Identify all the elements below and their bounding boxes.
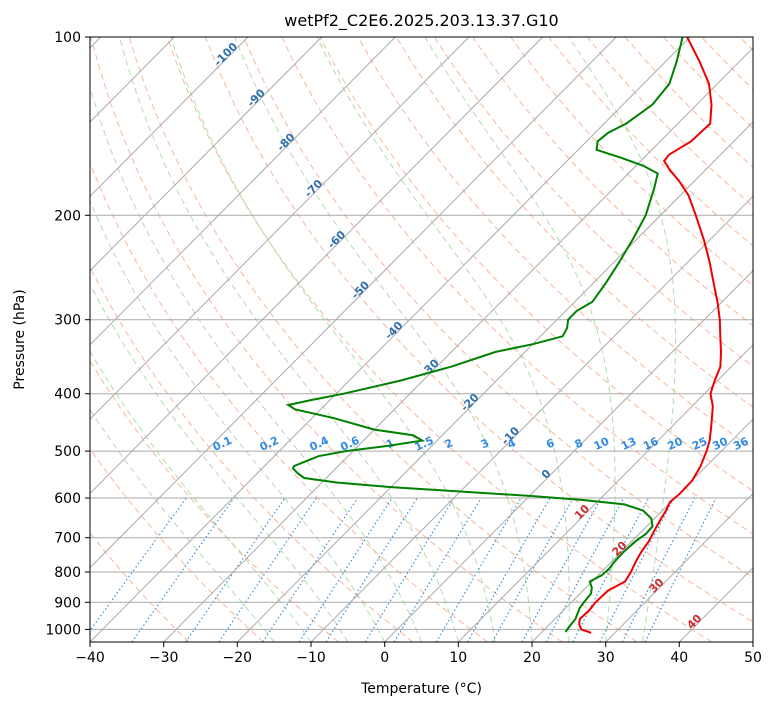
- mixing-ratio-label: 30: [711, 435, 731, 453]
- y-tick-label: 300: [54, 313, 81, 329]
- isotherm-label: -80: [274, 130, 297, 154]
- moist-adiabat-line: [317, 37, 569, 642]
- mixing-ratio-line: [600, 498, 674, 642]
- mixing-ratio-line: [132, 498, 234, 642]
- dry-adiabat-line: [129, 37, 637, 642]
- mixing-ratio-line: [394, 498, 481, 642]
- isotherm-line: [237, 37, 775, 642]
- moist-adiabat-line: [0, 37, 311, 642]
- plot-frame: [90, 37, 753, 642]
- dry-adiabat-line: [663, 37, 775, 642]
- temperature-series-line: [579, 37, 721, 633]
- isotherm-line: [0, 37, 248, 642]
- isotherm-label: 30: [647, 575, 667, 595]
- moist-adiabat-line: [0, 37, 274, 642]
- x-tick-label: 20: [523, 650, 541, 666]
- dry-adiabat-line: [53, 37, 488, 642]
- y-tick-label: 900: [54, 595, 81, 611]
- isotherm-line: [385, 37, 775, 642]
- x-tick-label: 50: [744, 650, 762, 666]
- x-tick-label: 40: [670, 650, 688, 666]
- isotherm-line: [16, 37, 616, 642]
- y-tick-label: 1000: [45, 622, 81, 638]
- y-tick-label: 500: [54, 444, 81, 460]
- chart-title: wetPf2_C2E6.2025.203.13.37.G10: [284, 11, 558, 31]
- isotherm-line: [679, 37, 775, 642]
- mixing-ratio-line: [622, 498, 694, 642]
- isotherm-line: [532, 37, 775, 642]
- x-tick-label: −30: [149, 650, 179, 666]
- moist-adiabat-lines: [0, 37, 675, 642]
- x-tick-label: 30: [597, 650, 615, 666]
- mixing-ratio-line: [645, 498, 716, 642]
- isotherm-label: -100: [212, 40, 241, 69]
- mixing-ratio-label: 2: [443, 436, 455, 451]
- mixing-ratio-line: [365, 498, 454, 642]
- mixing-ratio-line: [219, 498, 316, 642]
- isotherm-line: [164, 37, 764, 642]
- y-axis: 100 200 300 400 500 600 700 800 900 1000: [45, 30, 90, 638]
- isotherm-label: -90: [245, 86, 268, 110]
- plot-area: -100-90-80-70-60-50-40-30-20-10010203040…: [0, 37, 775, 642]
- y-axis-label: Pressure (hPa): [12, 289, 28, 389]
- x-tick-label: 0: [380, 650, 389, 666]
- y-tick-label: 800: [54, 565, 81, 581]
- x-tick-label: −40: [75, 650, 105, 666]
- dry-adiabat-line: [15, 37, 413, 642]
- dry-adiabat-line: [0, 37, 264, 642]
- x-tick-label: −10: [296, 650, 326, 666]
- mixing-ratio-label: 16: [641, 435, 661, 453]
- mixing-ratio-label: 36: [731, 435, 751, 453]
- dry-adiabat-line: [0, 37, 189, 642]
- y-tick-label: 100: [54, 30, 81, 46]
- isotherm-label: -70: [302, 177, 325, 201]
- y-tick-label: 700: [54, 531, 81, 547]
- isotherm-line: [0, 37, 469, 642]
- mixing-ratio-label: 13: [619, 435, 638, 453]
- x-axis-label: Temperature (°C): [360, 681, 482, 697]
- x-tick-label: −20: [223, 650, 253, 666]
- y-tick-label: 400: [54, 387, 81, 403]
- isotherm-label: -30: [419, 356, 442, 380]
- mixing-ratio-label: 10: [592, 435, 612, 453]
- isotherm-line: [606, 37, 775, 642]
- moist-adiabat-line: [42, 37, 385, 642]
- mixing-ratio-lines: [82, 498, 716, 642]
- y-tick-label: 600: [54, 491, 81, 507]
- moist-adiabat-line: [120, 37, 459, 642]
- mixing-ratio-line: [82, 498, 187, 642]
- isotherm-label: -40: [382, 319, 405, 343]
- isotherm-line: [0, 37, 395, 642]
- isotherm-line: [0, 37, 322, 642]
- mixing-ratio-label: 8: [573, 436, 585, 451]
- mixing-ratio-label: 20: [665, 435, 685, 453]
- isotherm-label: -50: [349, 278, 372, 302]
- x-tick-label: 10: [449, 650, 467, 666]
- isotherm-label: 40: [684, 611, 704, 631]
- dry-adiabat-line: [549, 37, 775, 642]
- moist-adiabat-line: [425, 37, 615, 642]
- dry-adiabat-line: [434, 37, 775, 642]
- isotherm-label: -60: [325, 228, 348, 252]
- y-tick-label: 200: [54, 208, 81, 224]
- dry-adiabat-line: [282, 37, 775, 642]
- x-axis: −40 −30 −20 −10 0 10 20 30 40 50: [75, 642, 762, 666]
- isotherm-line: [0, 37, 543, 642]
- mixing-ratio-line: [263, 498, 358, 642]
- dry-adiabat-line: [740, 37, 775, 642]
- isotherm-line: [753, 37, 775, 642]
- dry-adiabat-line: [167, 37, 711, 642]
- mixing-ratio-line: [492, 498, 573, 642]
- mixing-ratio-label: 3: [479, 436, 491, 451]
- mixing-ratio-label: 6: [544, 436, 557, 451]
- moist-adiabat-line: [171, 37, 495, 642]
- moist-adiabat-line: [78, 37, 422, 642]
